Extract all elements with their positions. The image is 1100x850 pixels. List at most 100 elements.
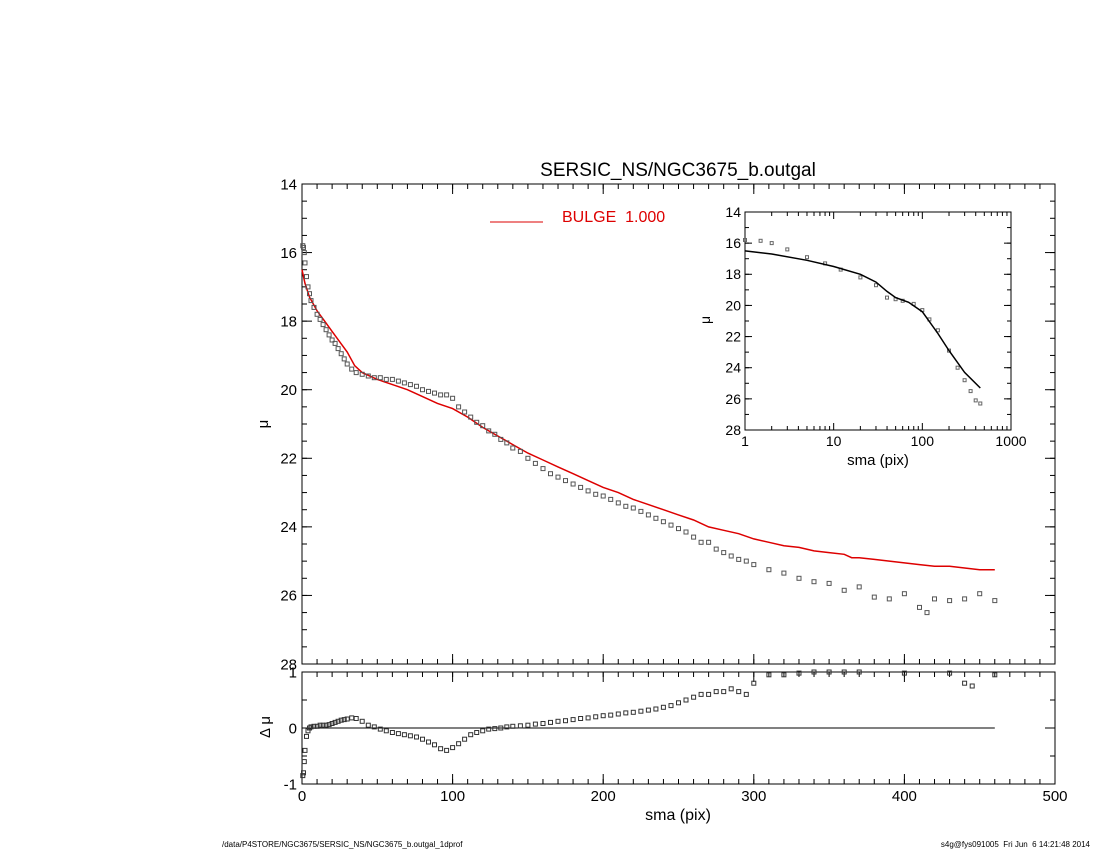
data-point [811,669,817,675]
data-point [751,680,757,686]
data-point [377,726,383,732]
data-point [341,717,347,723]
y-tick-label: 1 [289,664,297,681]
data-point [645,707,651,713]
data-point [407,733,413,739]
data-point [781,672,787,678]
data-point [323,327,329,333]
y-tick-label: 22 [280,451,297,468]
y-tick-label: 26 [280,588,297,605]
data-point [698,691,704,697]
data-point [389,376,395,382]
y-tick-label: 26 [725,391,741,407]
data-point [698,539,704,545]
data-point [713,546,719,552]
data-point [992,672,998,678]
y-tick-label: -1 [284,776,297,793]
y-tick-label: 20 [725,297,741,313]
data-point [615,500,621,506]
residual-plot-panel: 0 100 200 300 400 500-101 Δ μ sma (pix) [257,664,1068,824]
data-point [450,745,456,751]
data-point [874,283,878,288]
data-point [540,721,546,726]
y-tick-label: 14 [725,204,741,220]
data-point [751,562,757,568]
data-point [691,534,697,540]
data-point [432,390,437,396]
data-point [353,716,359,721]
data-point [901,670,907,676]
data-point [532,721,538,727]
inset-y-axis-label: μ [697,316,713,324]
data-point [326,332,332,338]
data-point [563,478,568,484]
data-point [841,669,847,675]
data-point [371,375,377,381]
data-point [947,598,953,604]
x-tick-label: 500 [1042,788,1067,805]
data-point [510,723,516,729]
data-point [314,723,320,729]
data-point [585,488,591,494]
data-point [947,348,951,353]
data-point [706,691,712,697]
x-tick-label: 10 [826,433,842,449]
data-point [728,553,734,559]
data-point [468,732,474,738]
data-point [426,388,431,394]
data-point [474,419,480,425]
data-point [365,373,371,379]
data-point [498,725,504,731]
x-tick-label: 100 [911,433,935,449]
data-point [311,723,317,729]
data-point [308,724,314,730]
data-point [335,346,341,352]
data-point [426,739,431,745]
data-point [826,580,832,586]
data-point [548,719,553,725]
y-tick-label: 0 [289,720,297,737]
data-point [668,703,674,709]
data-point [300,773,306,779]
data-point [307,291,312,297]
data-point [525,455,531,461]
data-point [743,238,747,242]
residual-y-axis-label: Δ μ [257,716,274,738]
data-point [302,747,308,753]
data-point [962,378,967,383]
data-point [743,691,749,697]
data-point [414,734,419,740]
x-axis-label: sma (pix) [645,807,711,824]
data-point [438,746,444,752]
data-point [796,575,802,581]
data-point [414,383,419,389]
inset-plot-panel: 1 10 100 1000 14 16 18 20 22 24 26 28 μ sma (pix) [697,204,1027,469]
data-point [329,721,335,726]
data-point [947,670,953,676]
legend-label: BULGE 1.000 [562,209,665,226]
data-point [338,351,344,357]
main-y-axis-label: μ [255,420,272,429]
data-point [349,715,355,721]
data-point [401,732,407,738]
footer-timestamp: s4g@fys091005 Fri Jun 6 14:21:48 2014 [940,840,1090,849]
data-point [383,728,389,734]
data-point [885,295,889,300]
data-point [570,481,576,487]
data-point [314,311,320,317]
data-point [615,711,621,717]
y-tick-label: 28 [280,656,297,673]
data-point [645,512,651,518]
data-point [432,742,437,748]
data-point [341,356,347,362]
data-point [420,387,425,393]
data-point [858,275,863,280]
data-point [555,474,561,480]
data-point [332,340,338,346]
inset-plot-background [745,212,1011,430]
data-point [302,260,308,266]
data-point [335,718,341,724]
data-point [736,689,742,695]
data-point [438,392,444,398]
y-tick-label: 24 [725,360,741,376]
